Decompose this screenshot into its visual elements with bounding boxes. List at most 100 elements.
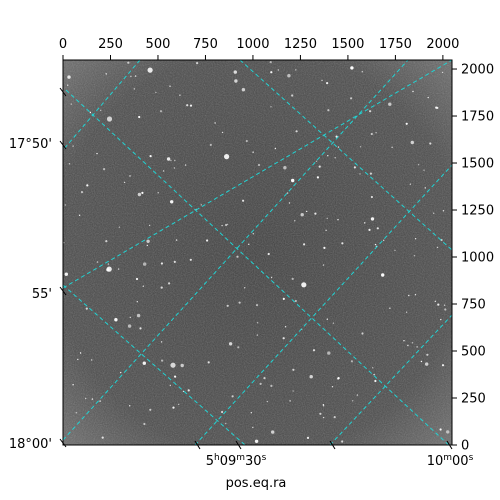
grid-line-1 <box>65 89 450 445</box>
star <box>234 79 238 83</box>
star <box>148 224 151 227</box>
star <box>142 361 146 365</box>
star <box>286 192 289 194</box>
star <box>416 346 418 348</box>
star <box>408 294 410 297</box>
star <box>172 406 175 409</box>
star <box>224 154 230 160</box>
star <box>231 395 234 398</box>
star <box>267 252 270 256</box>
star <box>117 268 120 270</box>
star <box>351 400 354 402</box>
right-tick-label-1750: 1750 <box>461 110 494 125</box>
star <box>388 102 392 106</box>
star-field <box>63 61 450 443</box>
star <box>200 204 202 206</box>
star <box>96 261 99 263</box>
star <box>252 151 254 153</box>
star <box>309 375 313 379</box>
star <box>143 262 147 266</box>
star <box>374 243 377 246</box>
right-tick-label-750: 750 <box>461 298 486 313</box>
star <box>373 373 375 376</box>
top-tick-label-2000: 2000 <box>426 37 459 52</box>
star <box>100 109 102 112</box>
plot-frame <box>62 59 453 446</box>
right-tick-label-0: 0 <box>461 439 469 454</box>
star <box>206 239 209 242</box>
star <box>127 324 132 328</box>
star <box>241 88 246 92</box>
star <box>295 130 298 133</box>
left-dec-axis: 17°50' 55' 18°00' <box>9 87 67 452</box>
star <box>162 170 165 172</box>
dec-tick-2 <box>59 140 67 150</box>
star <box>141 191 144 194</box>
star <box>143 422 146 426</box>
star <box>322 416 325 419</box>
star <box>225 223 228 227</box>
ra-tick-4 <box>446 440 453 450</box>
star <box>391 146 393 148</box>
star <box>405 122 408 125</box>
star <box>341 440 344 443</box>
star <box>174 159 176 162</box>
star <box>179 94 181 96</box>
star <box>256 334 259 336</box>
star <box>327 351 331 355</box>
sky-noise <box>63 60 452 445</box>
star <box>326 217 328 220</box>
star <box>149 408 152 411</box>
star <box>80 191 84 194</box>
star <box>133 88 135 90</box>
star <box>138 115 141 119</box>
star <box>291 178 295 183</box>
star <box>67 75 71 79</box>
star <box>161 359 164 362</box>
star <box>170 200 174 204</box>
star <box>414 294 417 296</box>
star <box>427 96 429 99</box>
star <box>437 303 440 306</box>
star <box>146 239 150 243</box>
star <box>288 202 291 204</box>
dec-tick-label-3: 18°00' <box>9 437 52 452</box>
star <box>106 116 113 122</box>
star <box>322 404 325 406</box>
top-tick-label-1000: 1000 <box>236 37 269 52</box>
star <box>207 361 210 364</box>
star <box>407 344 409 347</box>
star <box>214 122 216 124</box>
star <box>75 412 78 414</box>
star <box>226 223 229 226</box>
star <box>291 277 294 280</box>
star <box>287 74 291 78</box>
star <box>130 75 132 78</box>
star <box>91 359 93 361</box>
ra-tick-label-2: 10m00s <box>427 453 474 469</box>
star <box>389 307 391 309</box>
image-area <box>63 60 452 445</box>
star <box>332 322 335 324</box>
star <box>301 282 307 288</box>
star <box>316 176 319 179</box>
star <box>423 169 425 171</box>
star <box>405 311 408 313</box>
star <box>159 110 163 113</box>
star <box>255 304 259 307</box>
star <box>446 430 450 434</box>
star <box>300 213 304 217</box>
star <box>303 243 306 246</box>
dec-tick-3 <box>59 286 67 296</box>
right-tick-label-2000: 2000 <box>461 63 494 78</box>
star <box>77 358 79 361</box>
dec-tick-label-2: 55' <box>32 287 52 302</box>
star <box>160 341 163 343</box>
star <box>444 308 447 311</box>
star <box>337 146 340 148</box>
star <box>322 405 325 407</box>
star <box>277 69 279 71</box>
star <box>64 272 69 276</box>
star <box>350 97 353 100</box>
star <box>160 286 163 289</box>
